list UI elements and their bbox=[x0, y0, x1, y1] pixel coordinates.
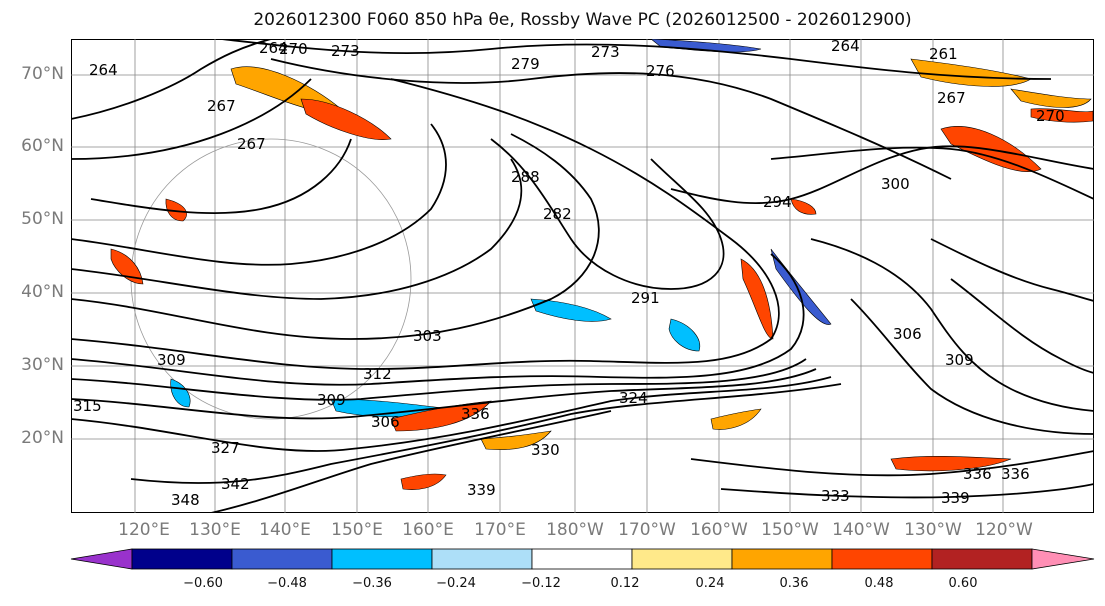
lon-label: 120°E bbox=[118, 520, 170, 540]
contour-label: 339 bbox=[941, 489, 970, 507]
contour-label: 264 bbox=[831, 39, 860, 55]
contour-label: 261 bbox=[929, 45, 958, 63]
contour-label: 288 bbox=[511, 168, 540, 186]
colorbar-tick: −0.60 bbox=[183, 576, 223, 591]
contour-label: 267 bbox=[237, 135, 266, 153]
colorbar-tick: −0.48 bbox=[267, 576, 307, 591]
colorbar-bin bbox=[70, 548, 133, 570]
contour-label: 273 bbox=[331, 42, 360, 60]
contour-label: 273 bbox=[591, 43, 620, 61]
colorbar-bin bbox=[1031, 548, 1095, 570]
contour-label: 315 bbox=[73, 397, 102, 415]
contour-label: 279 bbox=[511, 55, 540, 73]
colorbar-bin bbox=[631, 548, 733, 570]
anomaly-shading bbox=[110, 39, 1094, 490]
lon-label: 170°E bbox=[474, 520, 526, 540]
lat-label-70n: 70°N bbox=[21, 64, 64, 84]
lat-label-30n: 30°N bbox=[21, 355, 64, 375]
theta-e-contours bbox=[71, 39, 1094, 513]
contour-label: 336 bbox=[963, 465, 992, 483]
contour-label: 294 bbox=[763, 193, 792, 211]
lat-label-60n: 60°N bbox=[21, 136, 64, 156]
contour-label: 312 bbox=[363, 365, 392, 383]
lat-label-20n: 20°N bbox=[21, 428, 64, 448]
colorbar-bin bbox=[531, 548, 633, 570]
colorbar-bin bbox=[831, 548, 933, 570]
contour-label: 264 bbox=[89, 61, 118, 79]
colorbar bbox=[70, 548, 1095, 570]
colorbar-bin bbox=[931, 548, 1033, 570]
contour-label: 336 bbox=[1001, 465, 1030, 483]
contour-label: 327 bbox=[211, 439, 240, 457]
contour-label: 324 bbox=[619, 389, 648, 407]
lon-label: 120°W bbox=[975, 520, 1033, 540]
lon-label: 160°E bbox=[402, 520, 454, 540]
lon-label: 140°W bbox=[832, 520, 890, 540]
colorbar-tick: −0.12 bbox=[521, 576, 561, 591]
lon-label: 160°W bbox=[690, 520, 748, 540]
colorbar-bin bbox=[231, 548, 333, 570]
lon-label: 180°W bbox=[546, 520, 604, 540]
lon-label: 140°E bbox=[259, 520, 311, 540]
colorbar-tick: 0.12 bbox=[610, 576, 640, 591]
colorbar-tick: −0.36 bbox=[352, 576, 392, 591]
contour-label: 309 bbox=[317, 391, 346, 409]
lon-label: 150°E bbox=[331, 520, 383, 540]
contour-label: 342 bbox=[221, 475, 250, 493]
colorbar-tick: 0.36 bbox=[779, 576, 809, 591]
contour-label: 276 bbox=[646, 62, 675, 80]
contour-label: 306 bbox=[893, 325, 922, 343]
contour-label: 309 bbox=[157, 351, 186, 369]
lat-label-50n: 50°N bbox=[21, 209, 64, 229]
colorbar-tick: 0.48 bbox=[864, 576, 894, 591]
colorbar-bin bbox=[431, 548, 533, 570]
contour-label: 333 bbox=[821, 487, 850, 505]
contour-label: 339 bbox=[467, 481, 496, 499]
contour-label: 303 bbox=[413, 327, 442, 345]
contour-label: 282 bbox=[543, 205, 572, 223]
contour-labels: 264 270 273 276 279 273 264 261 267 270 … bbox=[73, 39, 1065, 509]
contour-label: 330 bbox=[531, 441, 560, 459]
colorbar-bins bbox=[70, 548, 1095, 570]
contour-label: 270 bbox=[1036, 107, 1065, 125]
contour-label: 300 bbox=[881, 175, 910, 193]
contour-label: 309 bbox=[945, 351, 974, 369]
colorbar-bin bbox=[731, 548, 833, 570]
lon-label: 130°E bbox=[189, 520, 241, 540]
colorbar-bin bbox=[331, 548, 433, 570]
contour-label: 336 bbox=[461, 405, 490, 423]
contour-label: 291 bbox=[631, 289, 660, 307]
contour-label: 270 bbox=[279, 40, 308, 58]
contour-label: 267 bbox=[207, 97, 236, 115]
lon-label: 130°W bbox=[904, 520, 962, 540]
colorbar-tick: 0.24 bbox=[695, 576, 725, 591]
map-plot: 264 270 273 276 279 273 264 261 267 270 … bbox=[71, 39, 1094, 513]
colorbar-bin bbox=[131, 548, 233, 570]
lat-label-40n: 40°N bbox=[21, 282, 64, 302]
lon-label: 150°W bbox=[761, 520, 819, 540]
contour-label: 306 bbox=[371, 413, 400, 431]
lon-label: 170°W bbox=[618, 520, 676, 540]
contour-label: 267 bbox=[937, 89, 966, 107]
contour-label: 348 bbox=[171, 491, 200, 509]
contour-label: 264 bbox=[259, 39, 288, 57]
map-title: 2026012300 F060 850 hPa θe, Rossby Wave … bbox=[253, 10, 912, 30]
colorbar-tick: 0.60 bbox=[948, 576, 978, 591]
colorbar-tick: −0.24 bbox=[436, 576, 476, 591]
